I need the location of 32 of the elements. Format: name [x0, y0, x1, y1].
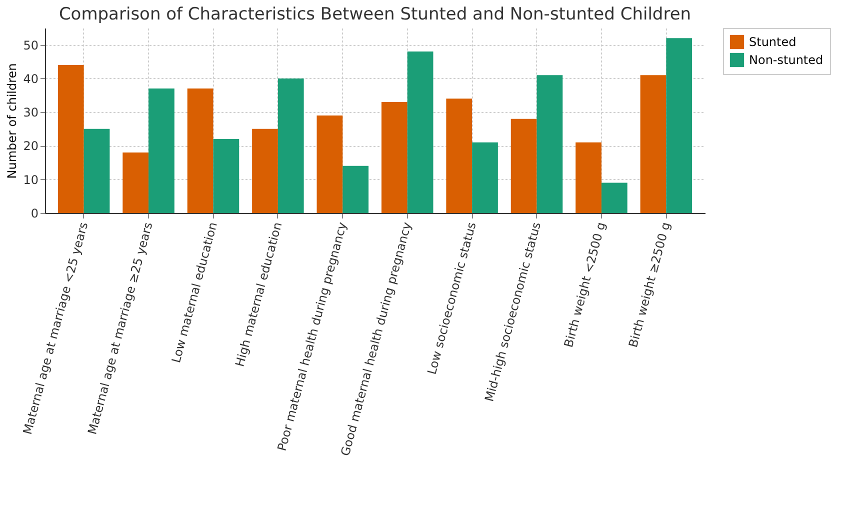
x-tick-label: Birth weight ≥2500 g [626, 220, 673, 349]
bar [472, 142, 498, 213]
y-tick-label: 40 [23, 72, 38, 86]
y-axis-title: Number of children [5, 63, 20, 179]
x-tick-label: Birth weight <2500 g [561, 220, 608, 349]
bar [278, 78, 304, 213]
bar [576, 142, 602, 213]
bar [148, 88, 174, 213]
bar [510, 118, 537, 213]
chart-title: Comparison of Characteristics Between Stunted and Non-stunted Children [58, 4, 692, 24]
bar [536, 75, 563, 213]
y-tick-label: 20 [23, 139, 38, 154]
legend-label: Stunted [749, 35, 796, 49]
bar [213, 139, 240, 213]
bar [342, 166, 369, 213]
bar [84, 128, 110, 213]
y-tick-label: 30 [23, 106, 38, 120]
bar [187, 88, 214, 213]
bar [381, 102, 408, 213]
bar [666, 38, 692, 213]
y-tick-label: 0 [30, 206, 38, 220]
bar [252, 128, 278, 213]
bar [407, 52, 434, 213]
bar [316, 115, 343, 213]
bar [640, 75, 666, 213]
bar [122, 152, 149, 213]
legend-label: Non-stunted [749, 53, 824, 67]
bar [58, 65, 84, 213]
y-tick-label: 10 [23, 172, 38, 187]
bar [601, 182, 628, 213]
bar [446, 98, 472, 213]
y-tick-label: 50 [23, 38, 38, 52]
